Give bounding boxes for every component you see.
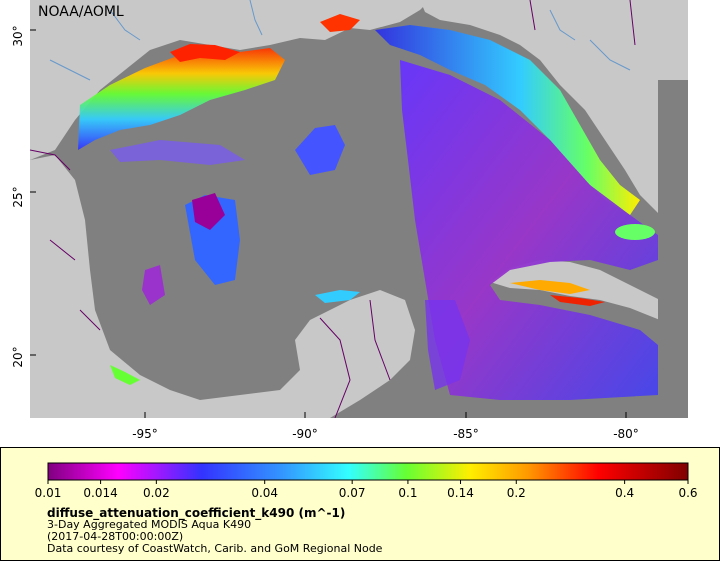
lat-ticks [30,29,36,356]
mississippi-plume [170,44,240,62]
cuba-land [490,260,688,330]
cuba-red [550,295,605,306]
bay-campeche-cyan [315,290,360,303]
florida-land [420,0,688,230]
us-land [30,0,430,160]
cuba-north-shelf [510,280,590,294]
lon-ticks [144,412,627,418]
map-canvas [30,0,688,418]
right-nodata [658,80,688,418]
legend-credit: Data courtesy of CoastWatch, Carib. and … [47,542,383,555]
colorbar-tick-label: 0.014 [83,486,117,500]
legend-title: diffuse_attenuation_coefficient_k490 (m^… [47,506,346,520]
map-frame [30,0,688,418]
nw-yucatan-stripe [110,365,140,385]
yucatan-data [425,300,470,390]
legend-time: (2017-04-28T00:00:00Z) [47,530,184,543]
west-purple-patch [192,193,225,230]
mid-stripe [110,140,245,165]
colorbar-tick-label: 0.1 [398,486,417,500]
sw-purple [142,265,165,305]
lon-label-95: -95° [132,427,158,441]
eastern-gulf-data [400,60,658,400]
colorbar-tick-label: 0.01 [35,486,62,500]
lon-label-85: -85° [453,427,479,441]
colorbar: 0.01 0.014 0.02 0.04 0.07 0.1 0.14 0.2 0.4 0.6 [35,462,698,500]
lon-label-90: -90° [292,427,318,441]
apalachee-red [320,14,360,32]
legend-description: 3-Day Aggregated MODIS Aqua K490 [47,518,252,531]
agency-label: NOAA/AOML [38,4,124,20]
colorbar-tick-label: 0.04 [251,486,278,500]
borders [30,0,636,418]
colorbar-tick-label: 0.07 [339,486,366,500]
colorbar-tick-label: 0.6 [678,486,697,500]
rivers [49,0,631,81]
central-blue-patch [295,125,345,175]
axis-labels: 30° 25° 20° -95° -90° -85° -80° [11,25,639,441]
lat-label-25: 25° [11,186,25,207]
lat-label-20: 20° [11,346,25,367]
northern-coastal-band [78,48,285,150]
colorbar-ticks: 0.01 0.014 0.02 0.04 0.07 0.1 0.14 0.2 0.4 0.6 [35,480,698,500]
colorbar-ramp [47,462,689,481]
colorbar-tick-label: 0.02 [143,486,170,500]
mexico-land [30,155,415,418]
lat-label-30: 30° [11,25,25,46]
colorbar-tick-label: 0.2 [507,486,526,500]
colorbar-tick-label: 0.14 [447,486,474,500]
lon-label-80: -80° [613,427,639,441]
colorbar-tick-label: 0.4 [615,486,634,500]
keys-patch [615,224,655,240]
